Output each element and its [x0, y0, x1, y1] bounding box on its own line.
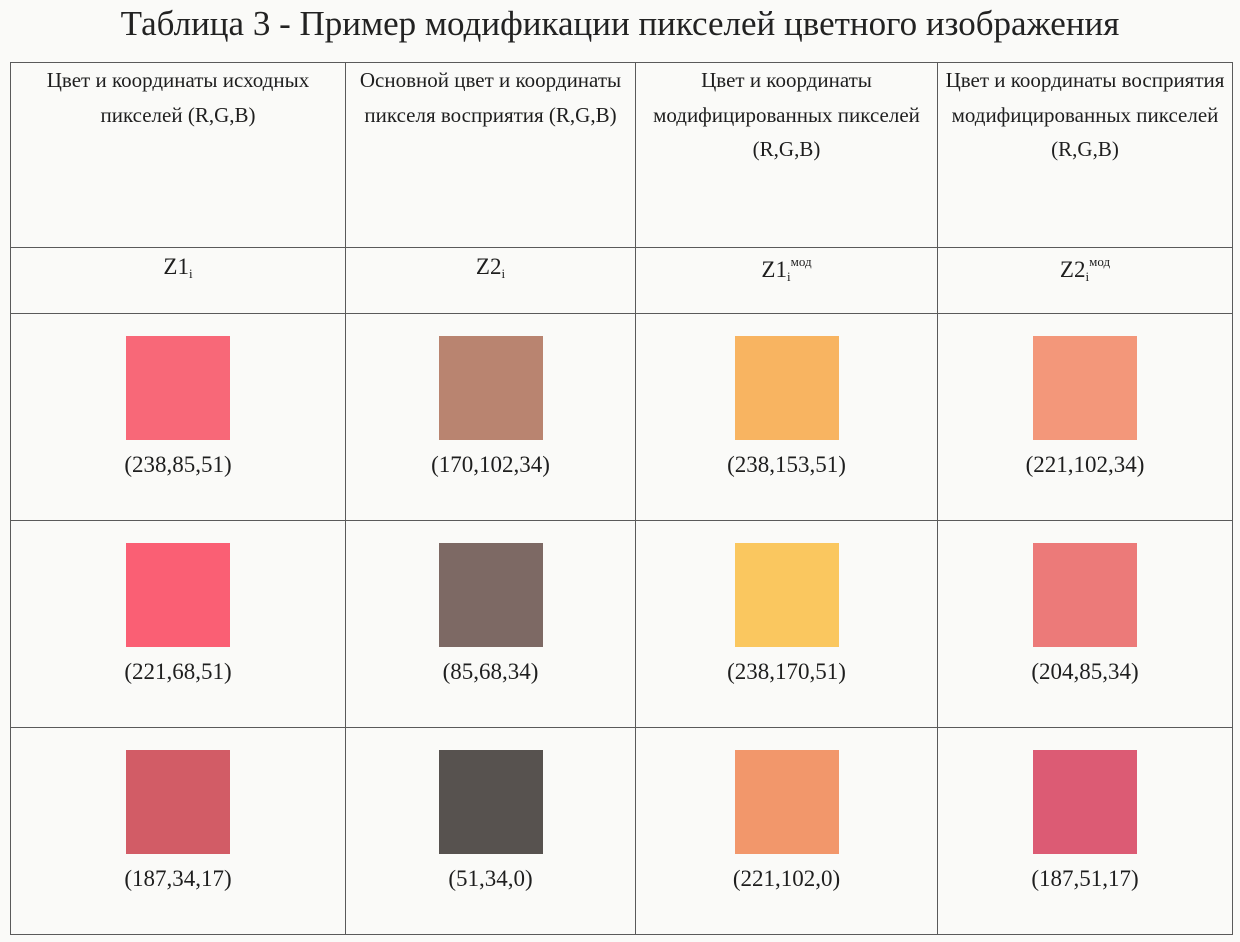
symbol-base: Z1 [163, 254, 189, 279]
symbol-subscript: i [1085, 269, 1089, 284]
header-text: Цвет и координаты восприятия модифициров… [938, 63, 1232, 167]
symbol-cell: Z1iмод [636, 248, 938, 314]
color-swatch [439, 543, 543, 647]
color-swatch [439, 336, 543, 440]
color-cell: (238,85,51) [11, 314, 346, 521]
color-modification-table: Цвет и координаты исходных пикселей (R,G… [10, 62, 1233, 935]
rgb-value: (221,102,34) [938, 446, 1232, 484]
rgb-value: (204,85,34) [938, 653, 1232, 691]
table-row: (187,34,17) (51,34,0) (221,102,0) (187,5… [11, 728, 1233, 935]
table-caption: Таблица 3 - Пример модификации пикселей … [0, 0, 1240, 52]
symbol-subscript: i [501, 266, 505, 281]
color-swatch [126, 336, 230, 440]
symbol-subscript: i [189, 266, 193, 281]
rgb-value: (170,102,34) [346, 446, 635, 484]
color-cell: (187,51,17) [938, 728, 1233, 935]
symbol-cell: Z2i [346, 248, 636, 314]
color-swatch [1033, 336, 1137, 440]
color-swatch [735, 750, 839, 854]
color-swatch [126, 750, 230, 854]
color-cell: (204,85,34) [938, 521, 1233, 728]
rgb-value: (51,34,0) [346, 860, 635, 898]
symbol-base: Z1 [761, 257, 787, 282]
color-swatch [126, 543, 230, 647]
color-cell: (238,153,51) [636, 314, 938, 521]
rgb-value: (221,68,51) [11, 653, 345, 691]
color-swatch [1033, 750, 1137, 854]
rgb-value: (187,51,17) [938, 860, 1232, 898]
header-cell: Основной цвет и координаты пикселя воспр… [346, 63, 636, 248]
header-text: Основной цвет и координаты пикселя воспр… [346, 63, 635, 132]
rgb-value: (187,34,17) [11, 860, 345, 898]
color-cell: (187,34,17) [11, 728, 346, 935]
symbol-cell: Z2iмод [938, 248, 1233, 314]
header-text: Цвет и координаты модифицированных пиксе… [636, 63, 937, 167]
color-swatch [735, 336, 839, 440]
rgb-value: (85,68,34) [346, 653, 635, 691]
symbol-base: Z2 [476, 254, 502, 279]
color-swatch [735, 543, 839, 647]
symbol-superscript: мод [1089, 254, 1110, 269]
header-row: Цвет и координаты исходных пикселей (R,G… [11, 63, 1233, 248]
symbol-subscript: i [787, 269, 791, 284]
rgb-value: (238,170,51) [636, 653, 937, 691]
color-cell: (238,170,51) [636, 521, 938, 728]
symbol-superscript: мод [791, 254, 812, 269]
color-cell: (51,34,0) [346, 728, 636, 935]
rgb-value: (238,153,51) [636, 446, 937, 484]
symbol-cell: Z1i [11, 248, 346, 314]
symbol-base: Z2 [1060, 257, 1086, 282]
table-row: (221,68,51) (85,68,34) (238,170,51) (204… [11, 521, 1233, 728]
header-cell: Цвет и координаты исходных пикселей (R,G… [11, 63, 346, 248]
color-cell: (221,68,51) [11, 521, 346, 728]
color-cell: (85,68,34) [346, 521, 636, 728]
table-row: (238,85,51) (170,102,34) (238,153,51) (2… [11, 314, 1233, 521]
color-cell: (221,102,0) [636, 728, 938, 935]
rgb-value: (221,102,0) [636, 860, 937, 898]
header-cell: Цвет и координаты восприятия модифициров… [938, 63, 1233, 248]
color-cell: (170,102,34) [346, 314, 636, 521]
rgb-value: (238,85,51) [11, 446, 345, 484]
color-swatch [1033, 543, 1137, 647]
color-cell: (221,102,34) [938, 314, 1233, 521]
color-swatch [439, 750, 543, 854]
header-cell: Цвет и координаты модифицированных пиксе… [636, 63, 938, 248]
symbol-row: Z1i Z2i Z1iмод Z2iмод [11, 248, 1233, 314]
header-text: Цвет и координаты исходных пикселей (R,G… [11, 63, 345, 132]
